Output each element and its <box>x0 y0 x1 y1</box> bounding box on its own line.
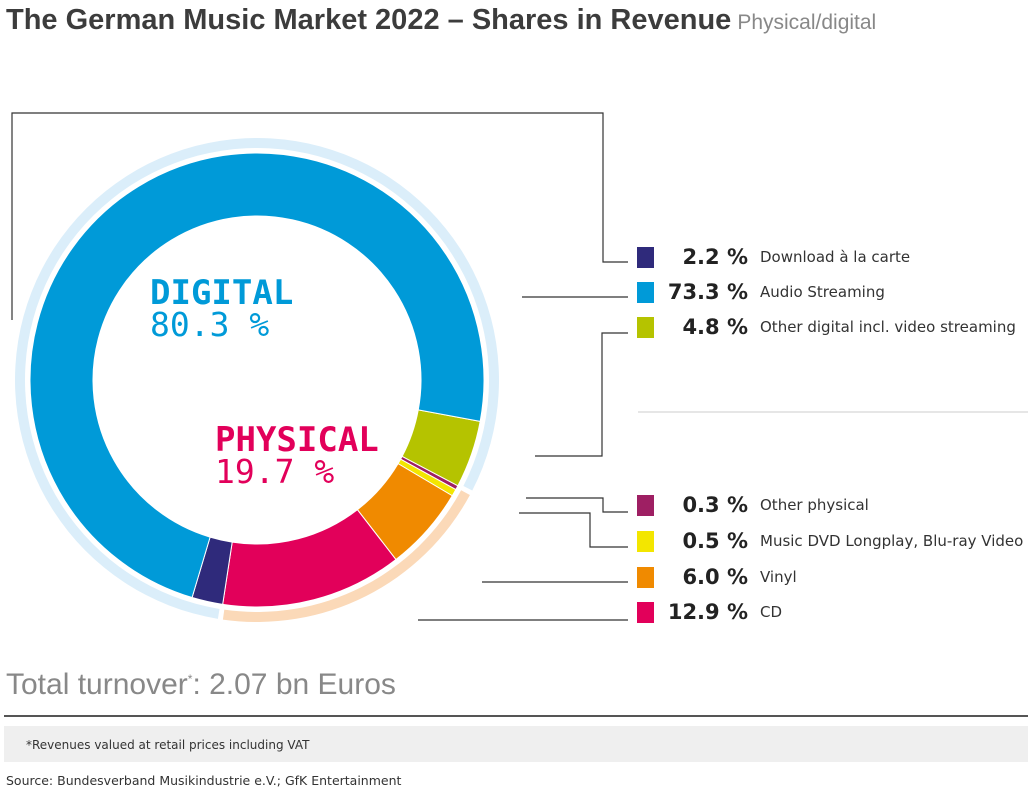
physical-group-ring <box>222 490 470 622</box>
total-turnover: Total turnover*: 2.07 bn Euros <box>6 668 396 702</box>
footnote-text: *Revenues valued at retail prices includ… <box>26 738 310 752</box>
chart-subtitle: Physical/digital <box>737 11 877 34</box>
legend-swatch <box>637 281 654 303</box>
digital-label: DIGITAL 80.3 % <box>150 273 294 344</box>
donut-chart <box>11 112 1028 622</box>
legend-item: 12.9 % CD <box>637 600 783 624</box>
leader-line-other-physical <box>526 497 628 513</box>
legend-label: Music DVD Longplay, Blu-ray Video <box>760 532 1024 550</box>
leader-line-dvd <box>519 512 628 548</box>
legend-value: 4.8 % <box>682 315 748 339</box>
group-rings <box>14 137 500 622</box>
legend-value: 6.0 % <box>682 565 748 589</box>
footnote-box: *Revenues valued at retail prices includ… <box>4 726 1028 762</box>
physical-value: 19.7 % <box>215 452 335 491</box>
legend-label: CD <box>760 603 783 621</box>
legend-label: Download à la carte <box>760 248 911 266</box>
source-note: Source: Bundesverband Musikindustrie e.V… <box>6 773 402 788</box>
legend-item: 73.3 % Audio Streaming <box>637 280 885 304</box>
digital-value: 80.3 % <box>150 305 270 344</box>
leader-line-other-digital <box>535 332 628 457</box>
footnote-mark: * <box>187 672 193 686</box>
legend-item: 0.5 % Music DVD Longplay, Blu-ray Video <box>637 529 1024 553</box>
digital-heading: DIGITAL <box>150 273 294 313</box>
leader-lines <box>11 112 628 621</box>
title-text: The German Music Market 2022 – Shares in… <box>6 4 732 36</box>
legend-swatch <box>637 566 654 588</box>
legend-label: Vinyl <box>760 568 797 586</box>
divider <box>4 715 1028 717</box>
slice-audio-streaming <box>29 152 485 599</box>
legend-item: 0.3 % Other physical <box>637 493 869 517</box>
legend-label: Other digital incl. video streaming <box>760 318 1016 336</box>
legend-value: 12.9 % <box>667 600 748 624</box>
legend-value: 73.3 % <box>667 280 748 304</box>
legend-item: 6.0 % Vinyl <box>637 565 797 589</box>
legend-swatch <box>637 601 654 623</box>
legend-label: Audio Streaming <box>760 283 885 301</box>
physical-label: PHYSICAL 19.7 % <box>215 420 379 491</box>
legend-label: Other physical <box>760 496 869 514</box>
physical-heading: PHYSICAL <box>215 420 379 460</box>
legend-swatch <box>637 246 654 268</box>
slices <box>29 152 485 608</box>
legend-value: 2.2 % <box>682 245 748 269</box>
legend-swatch <box>637 316 654 338</box>
legend-item: 4.8 % Other digital incl. video streaming <box>637 315 1016 339</box>
leader-line-download <box>11 112 628 320</box>
legend-value: 0.5 % <box>682 529 748 553</box>
total-value: : 2.07 bn Euros <box>192 668 396 701</box>
legend-swatch <box>637 530 654 552</box>
legend-swatch <box>637 494 654 516</box>
legend-item: 2.2 % Download à la carte <box>637 245 911 269</box>
legend-value: 0.3 % <box>682 493 748 517</box>
total-label: Total turnover <box>6 668 188 701</box>
chart-title: The German Music Market 2022 – Shares in… <box>6 4 876 37</box>
